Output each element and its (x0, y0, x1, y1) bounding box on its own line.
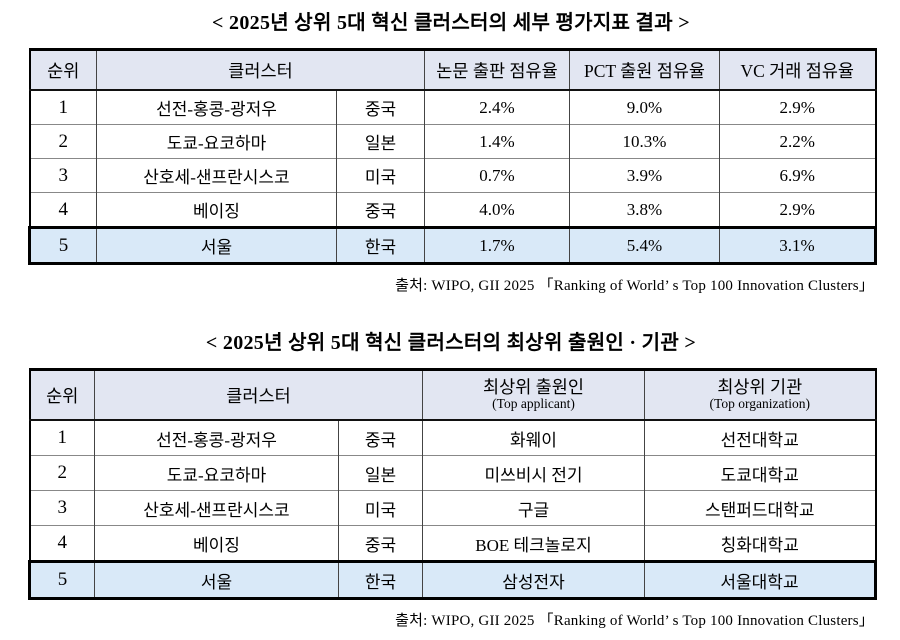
cell-top-applicant: 화웨이 (422, 419, 645, 456)
table2-header-row: 순위 클러스터 최상위 출원인 (Top applicant) 최상위 기관 (… (29, 369, 876, 421)
cell-country: 일본 (336, 124, 425, 159)
table-row: 3 산호세-샌프란시스코 미국 구글 스탠퍼드대학교 (29, 490, 876, 526)
cell-top-organization: 서울대학교 (644, 560, 877, 600)
table-row: 3 산호세-샌프란시스코 미국 0.7% 3.9% 6.9% (29, 158, 876, 193)
cell-paper-share: 2.4% (424, 89, 570, 125)
cell-pct-share: 3.9% (569, 158, 720, 193)
cell-vc-share: 2.2% (719, 124, 876, 159)
table1-header-paper-share: 논문 출판 점유율 (424, 49, 570, 91)
cell-top-organization: 스탠퍼드대학교 (644, 490, 876, 526)
cell-rank: 4 (29, 525, 95, 562)
table1-header-vc-share: VC 거래 점유율 (719, 49, 876, 91)
table2-header-cluster: 클러스터 (94, 369, 423, 421)
table2-header-top-organization: 최상위 기관 (Top organization) (644, 369, 876, 421)
table2-top-applicants: 순위 클러스터 최상위 출원인 (Top applicant) 최상위 기관 (… (28, 368, 877, 600)
table1-header-rank: 순위 (29, 49, 97, 91)
cell-country: 중국 (338, 419, 423, 456)
cell-country: 한국 (336, 226, 425, 265)
table-row-highlighted-seoul: 5 서울 한국 삼성전자 서울대학교 (28, 560, 877, 600)
header-top-applicant-ko: 최상위 출원인 (483, 376, 584, 397)
table-row: 4 베이징 중국 4.0% 3.8% 2.9% (29, 192, 876, 228)
cell-pct-share: 10.3% (569, 124, 720, 159)
cell-country: 중국 (336, 192, 425, 228)
cell-cluster: 서울 (96, 226, 337, 265)
cell-top-organization: 칭화대학교 (644, 525, 876, 562)
cell-vc-share: 3.1% (719, 226, 877, 265)
table-row-highlighted-seoul: 5 서울 한국 1.7% 5.4% 3.1% (28, 226, 877, 265)
table2-header-rank: 순위 (29, 369, 95, 421)
cell-paper-share: 4.0% (424, 192, 570, 228)
table1-title: < 2025년 상위 5대 혁신 클러스터의 세부 평가지표 결과 > (212, 12, 690, 34)
cell-paper-share: 1.7% (424, 226, 570, 265)
cell-cluster: 서울 (94, 560, 339, 600)
cell-cluster: 선전-홍콩-광저우 (94, 419, 339, 456)
cell-vc-share: 6.9% (719, 158, 876, 193)
cell-country: 일본 (338, 455, 423, 491)
cell-top-applicant: 삼성전자 (422, 560, 645, 600)
header-top-organization-en: (Top organization) (709, 396, 810, 412)
cell-top-organization: 도쿄대학교 (644, 455, 876, 491)
table2-header-top-applicant: 최상위 출원인 (Top applicant) (422, 369, 645, 421)
table-row: 2 도쿄-요코하마 일본 미쓰비시 전기 도쿄대학교 (29, 455, 876, 491)
cell-rank: 5 (28, 226, 97, 265)
cell-paper-share: 0.7% (424, 158, 570, 193)
cell-pct-share: 3.8% (569, 192, 720, 228)
cell-top-applicant: 구글 (422, 490, 645, 526)
cell-top-applicant: 미쓰비시 전기 (422, 455, 645, 491)
table1-header-row: 순위 클러스터 논문 출판 점유율 PCT 출원 점유율 VC 거래 점유율 (29, 49, 876, 91)
cell-country: 중국 (338, 525, 423, 562)
table2-source-citation: 출처: WIPO, GII 2025 「Ranking of World’ s … (395, 613, 874, 629)
table-row: 2 도쿄-요코하마 일본 1.4% 10.3% 2.2% (29, 124, 876, 159)
cell-cluster: 도쿄-요코하마 (96, 124, 337, 159)
cell-country: 미국 (338, 490, 423, 526)
cell-country: 중국 (336, 89, 425, 125)
cell-cluster: 산호세-샌프란시스코 (94, 490, 339, 526)
header-top-organization-ko: 최상위 기관 (717, 376, 803, 397)
table-row: 4 베이징 중국 BOE 테크놀로지 칭화대학교 (29, 525, 876, 562)
table1-source-citation: 출처: WIPO, GII 2025 「Ranking of World’ s … (395, 278, 874, 294)
cell-rank: 1 (29, 89, 97, 125)
cell-cluster: 베이징 (94, 525, 339, 562)
cell-rank: 4 (29, 192, 97, 228)
cell-country: 한국 (338, 560, 423, 600)
table-row: 1 선전-홍콩-광저우 중국 화웨이 선전대학교 (29, 419, 876, 456)
cell-cluster: 산호세-샌프란시스코 (96, 158, 337, 193)
cell-country: 미국 (336, 158, 425, 193)
table1-header-cluster: 클러스터 (96, 49, 425, 91)
cell-rank: 2 (29, 455, 95, 491)
cell-pct-share: 9.0% (569, 89, 720, 125)
cell-rank: 2 (29, 124, 97, 159)
cell-top-applicant: BOE 테크놀로지 (422, 525, 645, 562)
cell-cluster: 도쿄-요코하마 (94, 455, 339, 491)
header-top-applicant-en: (Top applicant) (492, 396, 575, 412)
cell-pct-share: 5.4% (569, 226, 720, 265)
cell-rank: 1 (29, 419, 95, 456)
table1-metrics: 순위 클러스터 논문 출판 점유율 PCT 출원 점유율 VC 거래 점유율 1… (28, 48, 877, 265)
cell-top-organization: 선전대학교 (644, 419, 876, 456)
cell-rank: 5 (28, 560, 95, 600)
cell-cluster: 베이징 (96, 192, 337, 228)
table2-title: < 2025년 상위 5대 혁신 클러스터의 최상위 출원인 · 기관 > (205, 332, 697, 354)
cell-vc-share: 2.9% (719, 89, 876, 125)
cell-rank: 3 (29, 158, 97, 193)
table-row: 1 선전-홍콩-광저우 중국 2.4% 9.0% 2.9% (29, 89, 876, 125)
cell-vc-share: 2.9% (719, 192, 876, 228)
cell-paper-share: 1.4% (424, 124, 570, 159)
cell-cluster: 선전-홍콩-광저우 (96, 89, 337, 125)
table1-header-pct-share: PCT 출원 점유율 (569, 49, 720, 91)
cell-rank: 3 (29, 490, 95, 526)
